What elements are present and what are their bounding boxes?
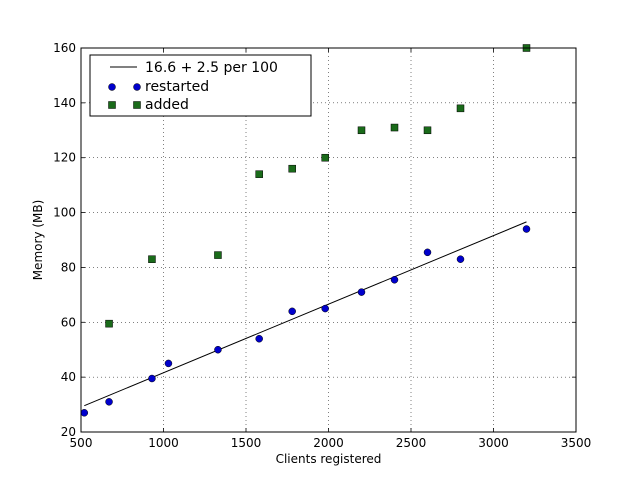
y-tick-label: 60 [61,315,76,329]
restarted-point [164,359,173,368]
x-tick-label: 3000 [478,436,509,450]
added-point [321,153,329,162]
restarted-point [321,304,329,313]
added-point [148,255,156,263]
restarted-point [80,409,89,417]
legend-items: 16.6 + 2.5 per 100 restarted added [108,60,278,113]
added-point [456,104,465,113]
y-tick-label: 20 [61,425,76,439]
x-tick-label: 3500 [561,436,592,450]
added-point [255,170,263,178]
y-tick-label: 160 [53,41,76,55]
legend-box [89,54,312,117]
fit-line-layer [84,221,527,407]
legend: 16.6 + 2.5 per 100 restarted added [89,54,312,117]
fit-line [84,221,527,407]
x-axis-label: Clients registered [276,452,382,466]
restarted-point [148,374,156,383]
x-tick-label: 1000 [148,436,179,450]
x-tick-label: 2500 [396,436,427,450]
restarted-point [357,288,366,296]
legend-label: added [145,97,189,113]
legend-label: restarted [145,79,209,95]
added-point [105,319,113,328]
legend-marker-added [133,101,141,109]
x-tick-label: 500 [70,436,93,450]
marker-layer [80,44,531,417]
tick-label-layer: 500 1000 1500 2000 2500 3000 3500 20 40 60 80 100 12… [53,41,591,450]
restarted-point [390,276,399,284]
legend-marker-restarted [133,83,141,91]
restarted-point [214,345,222,354]
y-tick-label: 80 [61,260,76,274]
added-point [423,126,432,135]
restarted-point [288,307,296,316]
restarted-point [423,248,432,257]
added-point [214,251,222,259]
restarted-point [456,255,465,263]
x-tick-label: 2000 [313,436,344,450]
restarted-point [522,225,531,233]
y-axis-label: Memory (MB) [31,200,45,281]
legend-marker-added [108,101,116,109]
added-point [390,123,399,132]
x-tick-label: 1500 [231,436,262,450]
added-point [288,164,296,173]
legend-label: 16.6 + 2.5 per 100 [145,60,278,76]
y-tick-label: 120 [53,151,76,165]
y-tick-label: 40 [61,370,76,384]
tick-layer [80,47,577,433]
restarted-point [105,398,113,406]
y-tick-label: 100 [53,206,76,220]
added-point [357,126,366,135]
y-tick-label: 140 [53,96,76,110]
restarted-point [255,334,263,343]
legend-marker-restarted [108,83,116,91]
